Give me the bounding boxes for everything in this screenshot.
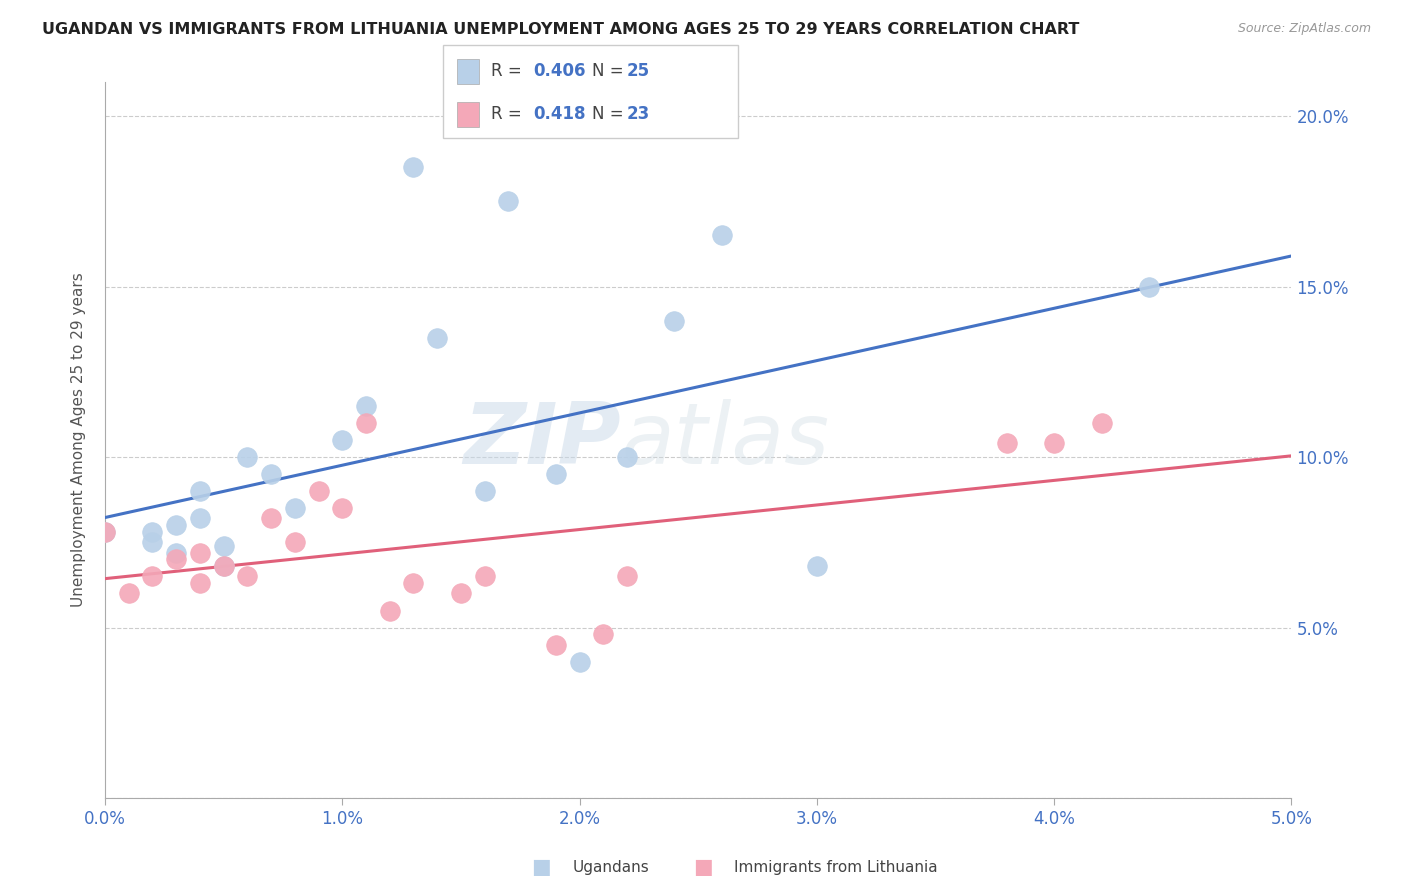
Text: 0.418: 0.418 xyxy=(533,105,585,123)
Text: 0.406: 0.406 xyxy=(533,62,585,80)
Text: R =: R = xyxy=(491,62,531,80)
Point xyxy=(426,331,449,345)
Point xyxy=(402,576,425,591)
Text: Source: ZipAtlas.com: Source: ZipAtlas.com xyxy=(1237,22,1371,36)
Text: ZIP: ZIP xyxy=(464,399,621,482)
Point xyxy=(354,416,377,430)
Text: 25: 25 xyxy=(627,62,650,80)
Point xyxy=(806,559,828,574)
Point xyxy=(330,501,353,516)
Point xyxy=(616,450,638,464)
Point xyxy=(141,569,163,583)
Text: 23: 23 xyxy=(627,105,651,123)
Text: N =: N = xyxy=(592,62,628,80)
Point xyxy=(165,545,187,559)
Point xyxy=(1043,436,1066,450)
Text: UGANDAN VS IMMIGRANTS FROM LITHUANIA UNEMPLOYMENT AMONG AGES 25 TO 29 YEARS CORR: UGANDAN VS IMMIGRANTS FROM LITHUANIA UNE… xyxy=(42,22,1080,37)
Text: Immigrants from Lithuania: Immigrants from Lithuania xyxy=(734,860,938,874)
Point xyxy=(236,450,259,464)
Point xyxy=(568,655,591,669)
Point xyxy=(284,535,307,549)
Text: Ugandans: Ugandans xyxy=(572,860,650,874)
Point xyxy=(450,586,472,600)
Point xyxy=(710,228,733,243)
Point xyxy=(664,313,686,327)
Point xyxy=(1137,279,1160,293)
Point xyxy=(402,160,425,174)
Point xyxy=(212,559,235,574)
Point xyxy=(94,525,117,540)
Point xyxy=(378,603,401,617)
Point xyxy=(188,576,211,591)
Point xyxy=(308,484,330,499)
Point xyxy=(354,399,377,413)
Text: R =: R = xyxy=(491,105,531,123)
Point xyxy=(212,559,235,574)
Point xyxy=(544,638,567,652)
Point xyxy=(260,511,283,525)
Point xyxy=(544,467,567,482)
Point xyxy=(118,586,141,600)
Point xyxy=(260,467,283,482)
Text: N =: N = xyxy=(592,105,628,123)
Point xyxy=(474,569,496,583)
Point xyxy=(498,194,520,209)
Text: ■: ■ xyxy=(693,857,713,877)
Point xyxy=(165,518,187,533)
Text: atlas: atlas xyxy=(621,399,830,482)
Point xyxy=(141,525,163,540)
Point xyxy=(474,484,496,499)
Point xyxy=(592,627,614,641)
Point xyxy=(188,484,211,499)
Point xyxy=(995,436,1018,450)
Point xyxy=(330,433,353,447)
Text: ■: ■ xyxy=(531,857,551,877)
Point xyxy=(165,552,187,566)
Point xyxy=(94,525,117,540)
Point xyxy=(284,501,307,516)
Point xyxy=(1091,416,1114,430)
Point xyxy=(616,569,638,583)
Point xyxy=(188,545,211,559)
Point xyxy=(188,511,211,525)
Point xyxy=(236,569,259,583)
Y-axis label: Unemployment Among Ages 25 to 29 years: Unemployment Among Ages 25 to 29 years xyxy=(72,273,86,607)
Point xyxy=(212,539,235,553)
Point xyxy=(141,535,163,549)
